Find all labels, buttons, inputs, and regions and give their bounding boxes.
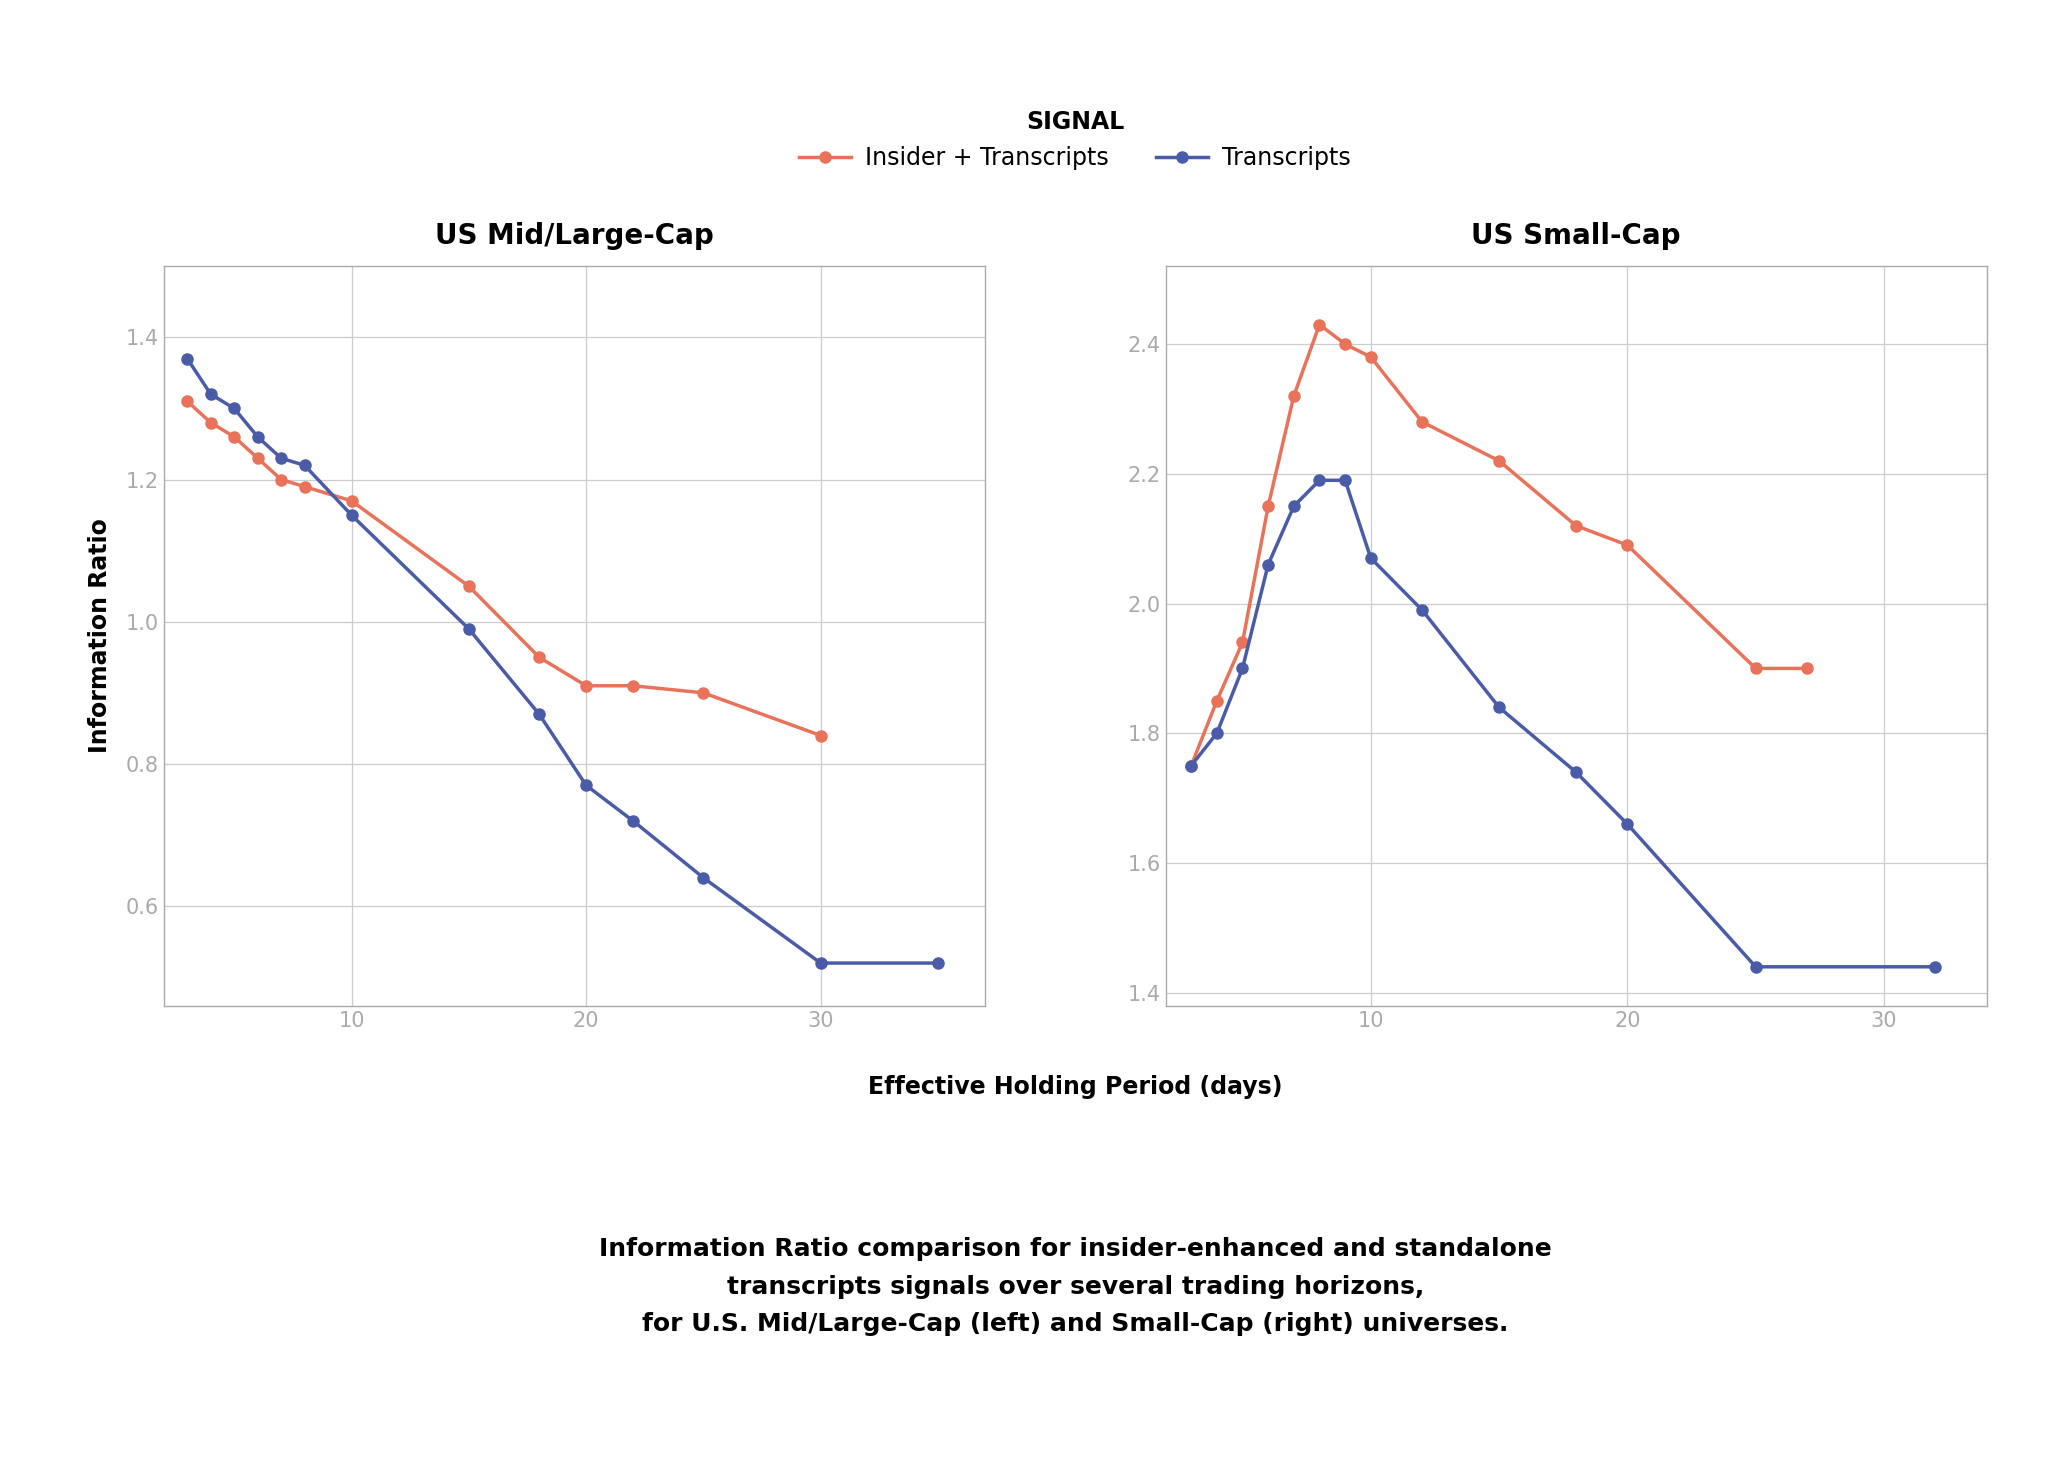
- Transcripts: [1409, 600, 1434, 618]
- Transcripts: [1180, 757, 1204, 775]
- Transcripts: [526, 705, 551, 723]
- Transcripts: [221, 399, 246, 417]
- Transcripts: [573, 776, 598, 794]
- Transcripts: [926, 954, 950, 972]
- Transcripts: [1565, 763, 1589, 781]
- Transcripts: [690, 868, 715, 886]
- Insider + Transcripts: [1487, 453, 1511, 470]
- Transcripts: [1204, 725, 1229, 742]
- Transcripts: [340, 506, 365, 524]
- Text: Effective Holding Period (days): Effective Holding Period (days): [868, 1075, 1282, 1099]
- Transcripts: [1333, 472, 1358, 490]
- Transcripts: [246, 427, 270, 445]
- Transcripts: [268, 450, 293, 467]
- Transcripts: [621, 812, 645, 830]
- Insider + Transcripts: [1794, 660, 1819, 677]
- Transcripts: [1923, 958, 1948, 976]
- Insider + Transcripts: [1204, 692, 1229, 710]
- Line: Insider + Transcripts: Insider + Transcripts: [1186, 319, 1812, 771]
- Insider + Transcripts: [174, 392, 199, 410]
- Insider + Transcripts: [246, 450, 270, 467]
- Insider + Transcripts: [1565, 516, 1589, 534]
- Insider + Transcripts: [457, 577, 481, 595]
- Transcripts: [1231, 660, 1255, 677]
- Text: Information Ratio comparison for insider-enhanced and standalone
transcripts sig: Information Ratio comparison for insider…: [598, 1238, 1552, 1336]
- Title: US Mid/Large-Cap: US Mid/Large-Cap: [434, 222, 715, 250]
- Insider + Transcripts: [809, 726, 834, 744]
- Insider + Transcripts: [1180, 757, 1204, 775]
- Transcripts: [1282, 497, 1307, 515]
- Insider + Transcripts: [199, 414, 223, 432]
- Transcripts: [1487, 698, 1511, 716]
- Insider + Transcripts: [526, 648, 551, 666]
- Insider + Transcripts: [340, 493, 365, 510]
- Insider + Transcripts: [690, 683, 715, 701]
- Transcripts: [293, 457, 317, 475]
- Insider + Transcripts: [1409, 413, 1434, 430]
- Line: Insider + Transcripts: Insider + Transcripts: [182, 396, 825, 741]
- Insider + Transcripts: [1282, 387, 1307, 405]
- Legend: Insider + Transcripts, Transcripts: Insider + Transcripts, Transcripts: [791, 101, 1360, 179]
- Insider + Transcripts: [293, 478, 317, 495]
- Line: Transcripts: Transcripts: [1186, 475, 1942, 972]
- Insider + Transcripts: [268, 470, 293, 488]
- Insider + Transcripts: [1255, 497, 1280, 515]
- Insider + Transcripts: [1743, 660, 1767, 677]
- Transcripts: [457, 620, 481, 637]
- Insider + Transcripts: [1307, 315, 1331, 333]
- Transcripts: [1307, 472, 1331, 490]
- Insider + Transcripts: [573, 677, 598, 695]
- Transcripts: [199, 386, 223, 404]
- Line: Transcripts: Transcripts: [182, 353, 944, 969]
- Y-axis label: Information Ratio: Information Ratio: [88, 519, 113, 753]
- Transcripts: [1616, 815, 1640, 833]
- Insider + Transcripts: [621, 677, 645, 695]
- Insider + Transcripts: [1333, 336, 1358, 353]
- Transcripts: [809, 954, 834, 972]
- Insider + Transcripts: [1358, 348, 1382, 365]
- Insider + Transcripts: [1616, 537, 1640, 555]
- Transcripts: [1358, 549, 1382, 566]
- Transcripts: [1255, 556, 1280, 574]
- Transcripts: [1743, 958, 1767, 976]
- Insider + Transcripts: [1231, 633, 1255, 651]
- Title: US Small-Cap: US Small-Cap: [1470, 222, 1681, 250]
- Insider + Transcripts: [221, 427, 246, 445]
- Transcripts: [174, 351, 199, 368]
